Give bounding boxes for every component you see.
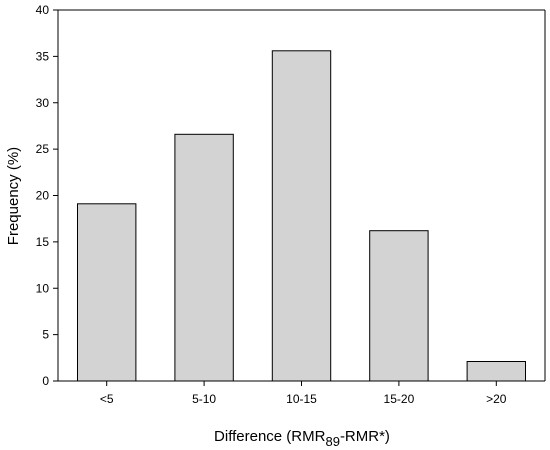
x-tick-label-0: <5	[100, 392, 114, 406]
y-tick-label-6: 30	[36, 96, 50, 110]
y-tick-label-7: 35	[36, 49, 50, 63]
y-tick-label-4: 20	[36, 189, 50, 203]
bar-2	[271, 50, 332, 382]
x-tick-label-2: 10-15	[286, 392, 317, 406]
bar-4	[466, 361, 527, 382]
bars	[77, 50, 527, 382]
x-tick-label-1: 5-10	[192, 392, 216, 406]
y-axis-title: Frequency (%)	[5, 147, 22, 245]
x-tick-label-4: >20	[486, 392, 507, 406]
bar-1	[174, 133, 234, 382]
x-tick-label-3: 15-20	[384, 392, 415, 406]
y-tick-label-3: 15	[36, 235, 50, 249]
y-tick-label-1: 5	[42, 328, 49, 342]
bar-0	[77, 203, 137, 382]
y-tick-label-0: 0	[42, 374, 49, 388]
bar-3	[369, 230, 429, 382]
y-tick-label-2: 10	[36, 281, 50, 295]
x-ticks: <5 5-10 10-15 15-20 >20	[100, 381, 507, 406]
x-axis-title: Difference (RMR89-RMR*)	[214, 428, 390, 449]
y-tick-label-8: 40	[36, 3, 50, 17]
y-tick-label-5: 25	[36, 142, 50, 156]
y-ticks: 0 5 10 15 20 25 30 35 40	[36, 3, 58, 388]
